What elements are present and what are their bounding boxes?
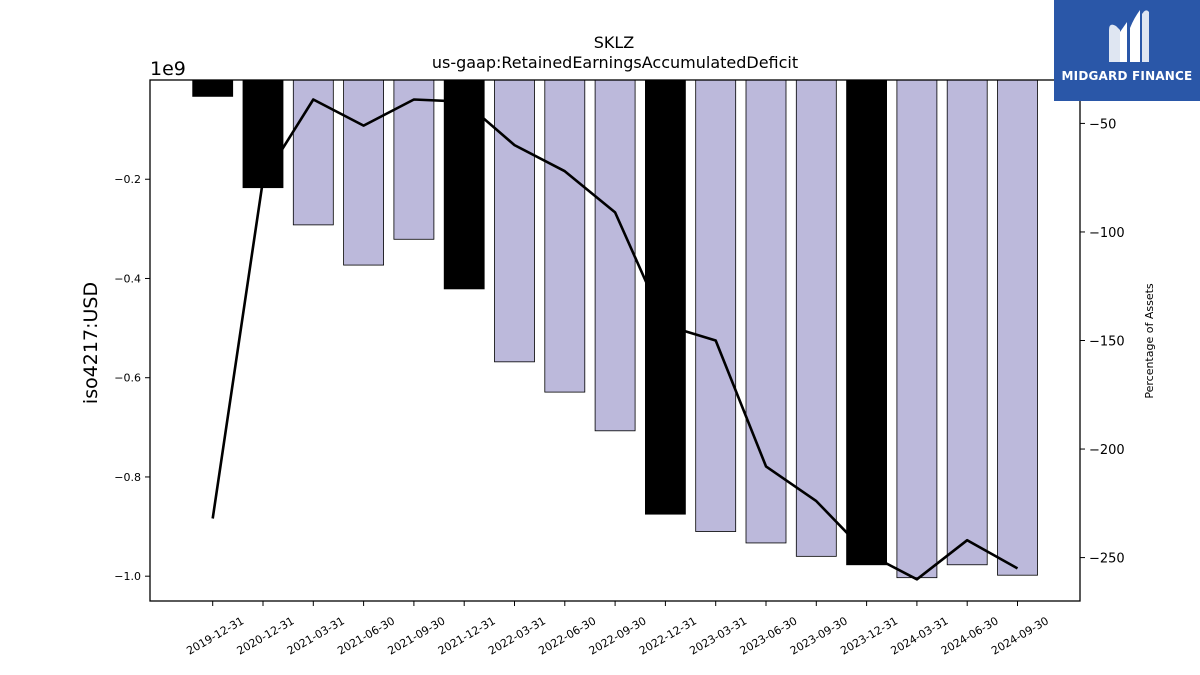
y-tick-label: −1.0	[114, 570, 141, 583]
chart-bar	[443, 79, 485, 290]
chart-bar	[343, 79, 385, 266]
y-tick-label: −0.2	[114, 173, 141, 186]
chart-bar	[645, 79, 686, 515]
chart-bar	[997, 79, 1038, 576]
chart-bar	[846, 79, 887, 566]
y-offset-label: 1e9	[150, 58, 186, 80]
y-tick-label: −0.6	[114, 372, 141, 385]
brand-name: MIDGARD FINANCE	[1061, 69, 1193, 83]
y-axis-label: iso4217:USD	[80, 282, 102, 404]
chart-bar	[695, 79, 737, 532]
chart-bar	[795, 79, 837, 557]
y-tick-label: −0.4	[114, 272, 141, 285]
chart-bar	[544, 79, 586, 393]
x-tick-label: 2024-09-30	[989, 614, 1051, 657]
chart-bar	[594, 79, 636, 432]
midgard-m-logo-icon	[1109, 10, 1149, 63]
chart-bar	[192, 79, 234, 97]
chart-bar	[242, 79, 284, 189]
chart-bar	[946, 79, 988, 566]
y-tick-label: −0.8	[114, 471, 141, 484]
chart-bar	[896, 79, 938, 579]
chart-title: SKLZ	[594, 33, 635, 52]
brand-logo: MIDGARD FINANCE	[1054, 0, 1200, 101]
chart-bar	[393, 79, 435, 240]
chart-line-percentage-of-assets	[211, 98, 1019, 581]
y2-axis-label: Percentage of Assets	[1143, 283, 1156, 399]
chart-bar	[292, 79, 334, 226]
y2-tick-label: −150	[1089, 335, 1125, 350]
y2-tick-label: −100	[1089, 226, 1125, 241]
chart-bar	[745, 79, 787, 544]
chart-subtitle: us-gaap:RetainedEarningsAccumulatedDefic…	[432, 53, 798, 72]
y2-tick-label: −200	[1089, 443, 1125, 458]
y2-tick-label: −250	[1089, 552, 1125, 567]
chart-bar	[494, 79, 535, 363]
y2-tick-label: −50	[1089, 117, 1116, 132]
